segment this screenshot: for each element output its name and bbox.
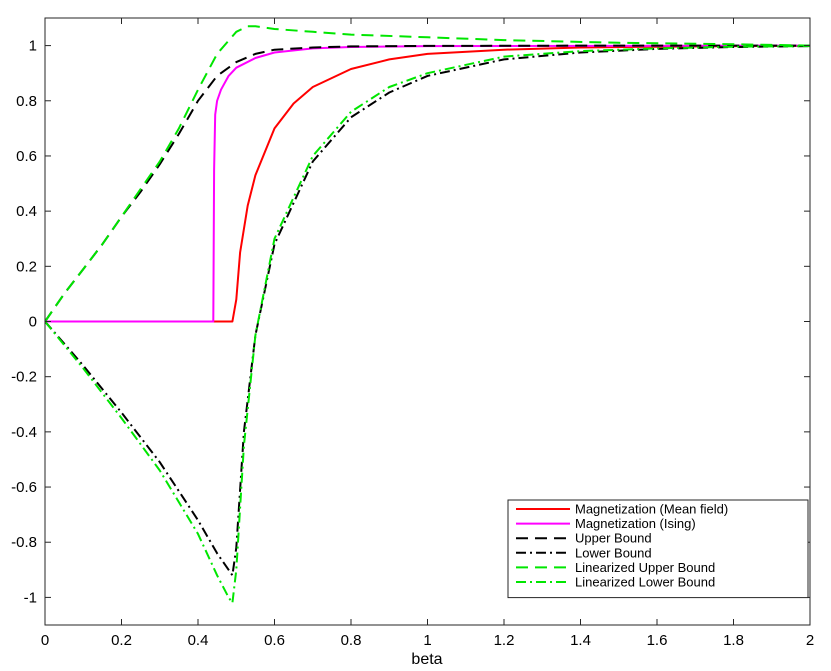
ticks-layer: 0 0.2 0.4 0.6 0.8 1 1.2 1.4 1.6 1.8 2 -1 -0.8 -0.6 -0.… <box>11 18 814 649</box>
series-line-6 <box>45 45 810 604</box>
y-tick-label: -1 <box>24 589 37 606</box>
legend-entry-label: Linearized Upper Bound <box>575 560 715 575</box>
x-tick-label: 0.2 <box>111 632 132 649</box>
x-tick-label: 2 <box>806 632 814 649</box>
x-tick-label: 0.4 <box>188 632 209 649</box>
x-tick-label: 1.8 <box>723 632 744 649</box>
y-tick-label: 0.6 <box>16 148 37 165</box>
x-tick-label: 0.8 <box>341 632 362 649</box>
x-tick-label: 1.4 <box>570 632 591 649</box>
legend: Magnetization (Mean field)Magnetization … <box>507 499 809 599</box>
y-tick-label: 1 <box>29 38 37 55</box>
x-tick-label: 0 <box>41 632 49 649</box>
series-line-1 <box>45 44 810 323</box>
legend-entry-label: Magnetization (Mean field) <box>575 502 728 517</box>
series-line-5 <box>45 25 810 323</box>
x-tick-label: 1 <box>423 632 431 649</box>
y-tick-label: -0.2 <box>11 369 37 386</box>
legend-entry-label: Linearized Lower Bound <box>575 575 715 590</box>
series-line-4 <box>45 45 810 577</box>
x-tick-label: 1.2 <box>494 632 515 649</box>
legend-entry-label: Upper Bound <box>575 531 652 546</box>
legend-entry-label: Lower Bound <box>575 545 652 560</box>
y-tick-label: 0.4 <box>16 203 37 220</box>
x-tick-label: 0.6 <box>264 632 285 649</box>
y-tick-label: 0.8 <box>16 93 37 110</box>
legend-entry-label: Magnetization (Ising) <box>575 516 696 531</box>
y-tick-label: -0.8 <box>11 534 37 551</box>
y-tick-label: -0.6 <box>11 479 37 496</box>
x-axis-title: beta <box>411 651 442 668</box>
y-tick-label: 0.2 <box>16 258 37 275</box>
series-layer <box>45 25 810 604</box>
y-tick-label: -0.4 <box>11 424 37 441</box>
x-tick-label: 1.6 <box>647 632 668 649</box>
y-tick-label: 0 <box>29 314 37 331</box>
